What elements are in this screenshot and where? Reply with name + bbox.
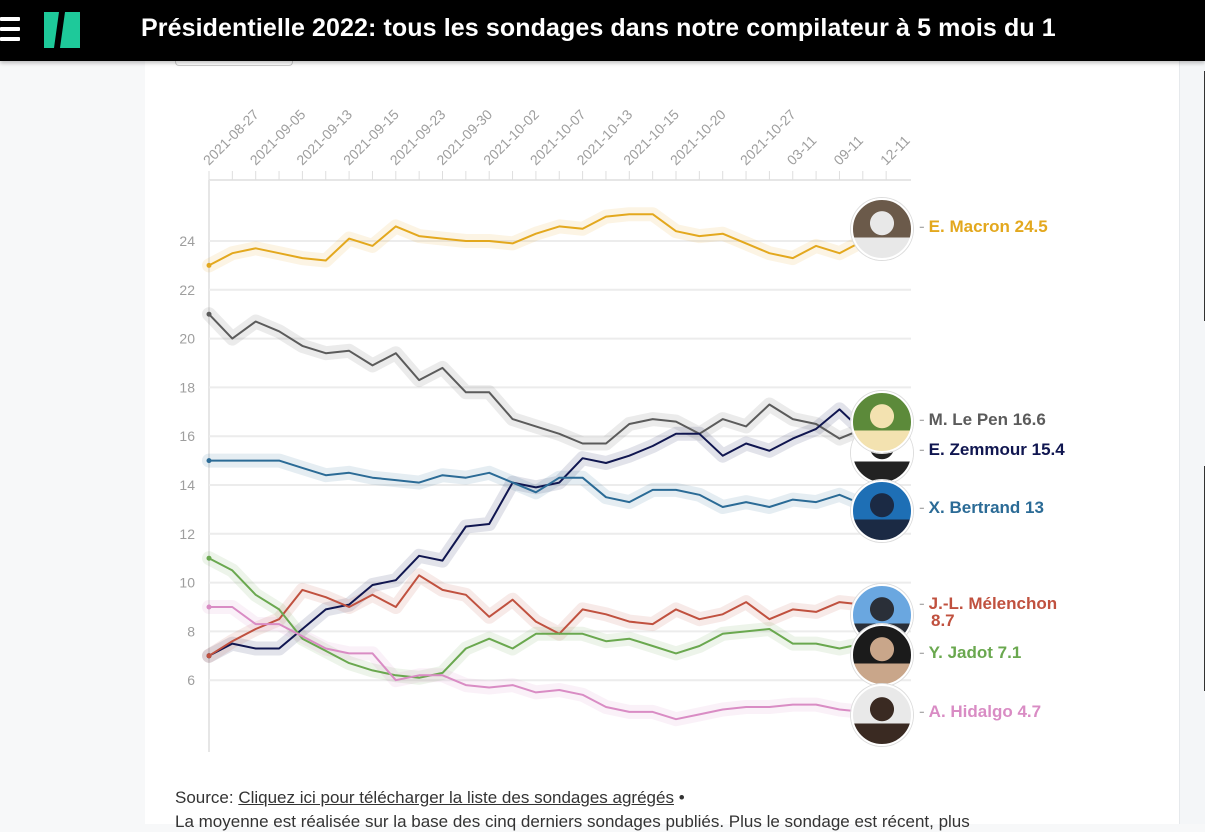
- article-content: [145, 61, 1179, 824]
- article-headline: Présidentielle 2022: tous les sondages d…: [141, 14, 1056, 42]
- candidate-value: 4.7: [1017, 702, 1042, 721]
- series-line-bertrand[interactable]: [209, 459, 864, 508]
- y-tick-label: 16: [179, 428, 195, 444]
- series-line-zemmour[interactable]: [208, 408, 864, 657]
- y-tick-label: 8: [187, 623, 195, 639]
- grid-lines: [208, 180, 911, 752]
- candidate-value: 16.6: [1012, 410, 1046, 429]
- le-pen-avatar: [851, 391, 913, 453]
- series-line-le-pen[interactable]: [208, 313, 864, 445]
- series-start-point: [206, 262, 212, 268]
- y-axis: 6 8 10 12 14 16 18 20 22 24: [179, 233, 195, 688]
- y-tick-label: 6: [187, 672, 195, 688]
- label-dash: -: [919, 440, 925, 459]
- series-start-point: [206, 555, 212, 561]
- source-label: Source:: [175, 788, 239, 807]
- hamburger-menu-icon[interactable]: [0, 17, 20, 43]
- series-line-jadot[interactable]: [208, 557, 864, 679]
- series-start-point: [206, 311, 212, 317]
- y-tick-label: 14: [179, 477, 195, 493]
- series-end-label: - E. Zemmour 15.4: [919, 440, 1065, 460]
- series-start-point: [206, 653, 212, 659]
- candidate-name: M. Le Pen: [928, 410, 1013, 429]
- bertrand-avatar: [851, 480, 913, 542]
- candidate-name: A. Hidalgo: [928, 702, 1018, 721]
- y-tick-label: 24: [179, 233, 195, 249]
- series-line-macron[interactable]: [208, 213, 864, 267]
- label-dash: -: [919, 702, 925, 721]
- source-line: Source: Cliquez ici pour télécharger la …: [175, 788, 685, 808]
- methodology-note: La moyenne est réalisée sur la base des …: [175, 812, 970, 831]
- series-start-point: [206, 458, 212, 464]
- label-dash: -: [919, 498, 925, 517]
- candidate-value: 7.1: [997, 643, 1022, 662]
- poll-line-chart: 2021-08-272021-09-052021-09-132021-09-15…: [179, 106, 913, 752]
- label-dash: -: [919, 643, 925, 662]
- jadot-avatar: [851, 624, 913, 686]
- download-polls-link[interactable]: Cliquez ici pour télécharger la liste de…: [238, 788, 674, 807]
- x-tick-label: 12-11: [877, 132, 913, 168]
- series-start-point: [206, 604, 212, 610]
- series-line-hidalgo[interactable]: [209, 606, 863, 721]
- label-dash: -: [919, 410, 925, 429]
- series-end-label: - Y. Jadot 7.1: [919, 643, 1021, 663]
- series-lines: [206, 213, 864, 721]
- series-end-label: - A. Hidalgo 4.7: [919, 702, 1041, 722]
- series-line-melenchon[interactable]: [208, 574, 863, 657]
- huffpost-logo[interactable]: [44, 12, 80, 48]
- y-tick-label: 20: [179, 331, 195, 347]
- series-end-label: - E. Macron 24.5: [919, 217, 1048, 237]
- y-tick-label: 18: [179, 379, 195, 395]
- label-dash: -: [919, 217, 925, 236]
- candidate-value: 15.4: [1031, 440, 1065, 459]
- right-sidebar: [1179, 61, 1205, 824]
- candidate-name: J.-L. Mélenchon: [928, 594, 1058, 613]
- series-halo: [202, 307, 870, 451]
- candidate-name: E. Zemmour: [928, 440, 1032, 459]
- series-end-label: - M. Le Pen 16.6: [919, 410, 1046, 430]
- series-end-label: - J.-L. Mélenchon 8.7: [919, 595, 1057, 629]
- candidate-name: Y. Jadot: [928, 643, 998, 662]
- y-tick-label: 22: [179, 282, 195, 298]
- series-end-label: - X. Bertrand 13: [919, 498, 1044, 518]
- candidate-name: E. Macron: [928, 217, 1015, 236]
- label-dash: -: [919, 594, 925, 613]
- y-tick-label: 12: [179, 526, 195, 542]
- y-tick-label: 10: [179, 575, 195, 591]
- candidate-name: X. Bertrand: [928, 498, 1026, 517]
- candidate-value: 24.5: [1014, 217, 1048, 236]
- macron-avatar: [851, 198, 913, 260]
- hidalgo-avatar: [851, 684, 913, 746]
- candidate-value: 13: [1025, 498, 1044, 517]
- bullet: •: [673, 788, 685, 807]
- candidate-value: 8.7: [931, 611, 955, 630]
- x-tick-label: 09-11: [830, 132, 866, 168]
- x-tick-label: 03-11: [784, 132, 820, 168]
- top-navigation-bar: Présidentielle 2022: tous les sondages d…: [0, 0, 1205, 61]
- x-axis: 2021-08-272021-09-052021-09-132021-09-15…: [200, 106, 913, 181]
